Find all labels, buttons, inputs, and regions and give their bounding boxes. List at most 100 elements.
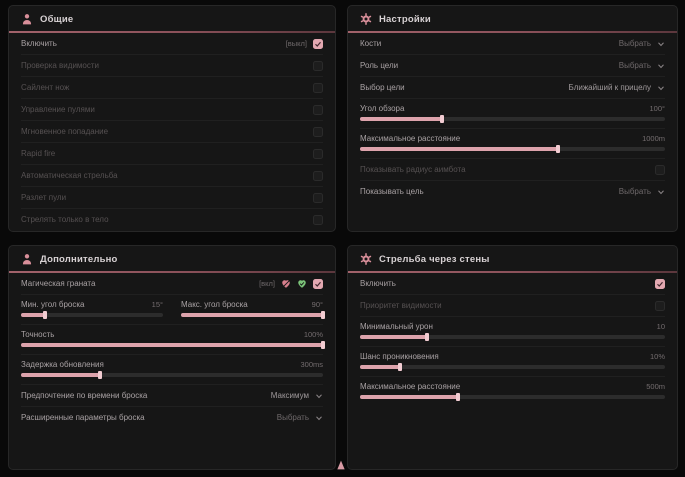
dropdown[interactable]: Выбрать xyxy=(277,413,323,422)
toggle-controls xyxy=(655,164,665,175)
slider-half: Мин. угол броска 15° xyxy=(21,298,163,324)
dropdown[interactable]: Выбрать xyxy=(619,187,665,196)
checkbox[interactable] xyxy=(313,278,323,289)
slider[interactable] xyxy=(360,393,665,401)
slider-labels: Задержка обновления 300ms xyxy=(21,358,323,371)
slider-thumb[interactable] xyxy=(43,311,48,319)
dropdown-value: Выбрать xyxy=(276,413,309,422)
slider-label: Минимальный урон xyxy=(360,322,433,331)
toggle-label: Управление пулями xyxy=(21,105,95,114)
toggle-controls xyxy=(313,82,323,93)
panel-title: Стрельба через стены xyxy=(379,253,490,265)
select-row: Показывать цель Выбрать xyxy=(360,181,665,202)
slider[interactable] xyxy=(21,341,325,349)
slider-value: 100° xyxy=(649,104,665,113)
checkbox[interactable] xyxy=(313,148,323,159)
header-divider xyxy=(348,271,677,273)
slider[interactable] xyxy=(21,371,323,379)
select-label: Роль цели xyxy=(360,61,399,70)
toggle-label: Разлет пули xyxy=(21,193,67,202)
slider-label: Точность xyxy=(21,330,55,339)
toggle-controls xyxy=(313,192,323,203)
rows-container: Включить Приоритет видимости Минимальный у… xyxy=(348,273,677,406)
slider-half: Макс. угол броска 90° xyxy=(181,298,325,324)
chevron-down-icon xyxy=(657,188,665,196)
slider[interactable] xyxy=(181,311,325,319)
arrow-up-icon[interactable] xyxy=(334,458,348,472)
toggle-row: Проверка видимости xyxy=(21,55,323,77)
toggle-row: Автоматическая стрельба xyxy=(21,165,323,187)
slider-thumb[interactable] xyxy=(440,115,445,123)
toggle-row: Управление пулями xyxy=(21,99,323,121)
heart-off-icon xyxy=(281,279,291,289)
slider-labels: Шанс проникновения 10% xyxy=(360,350,665,363)
checkbox[interactable] xyxy=(313,192,323,203)
dropdown[interactable]: Ближайший к прицелу xyxy=(569,83,665,92)
slider-thumb[interactable] xyxy=(321,311,325,319)
chevron-down-icon xyxy=(657,62,665,70)
slider-label: Шанс проникновения xyxy=(360,352,439,361)
chevron-down-icon xyxy=(315,414,323,422)
toggle-state-text: [выкл] xyxy=(285,39,307,48)
dropdown[interactable]: Выбрать xyxy=(619,61,665,70)
dropdown-value: Ближайший к прицелу xyxy=(568,83,651,92)
slider[interactable] xyxy=(21,311,163,319)
person-icon xyxy=(21,253,33,265)
panel-settings: Настройки Кости Выбрать Роль цели Выбрать Вы… xyxy=(347,5,678,232)
checkbox[interactable] xyxy=(655,300,665,311)
select-row: Расширенные параметры броска Выбрать xyxy=(21,407,323,428)
slider-fill xyxy=(360,145,561,153)
toggle-label: Автоматическая стрельба xyxy=(21,171,118,180)
slider-thumb[interactable] xyxy=(556,145,561,153)
slider-thumb[interactable] xyxy=(425,333,430,341)
checkbox[interactable] xyxy=(313,38,323,49)
slider[interactable] xyxy=(360,115,665,123)
toggle-label: Приоритет видимости xyxy=(360,301,442,310)
checkbox[interactable] xyxy=(313,214,323,225)
select-label: Кости xyxy=(360,39,382,48)
checkbox[interactable] xyxy=(313,82,323,93)
slider-thumb[interactable] xyxy=(397,363,402,371)
slider-fill xyxy=(360,393,460,401)
header-divider xyxy=(9,31,335,33)
checkbox[interactable] xyxy=(313,170,323,181)
toggle-label: Стрелять только в тело xyxy=(21,215,109,224)
checkbox[interactable] xyxy=(313,60,323,71)
slider-fill xyxy=(21,371,102,379)
slider-fill xyxy=(21,341,325,349)
toggle-state-text: [вкл] xyxy=(259,279,275,288)
checkbox[interactable] xyxy=(655,278,665,289)
select-label: Предпочтение по времени броска xyxy=(21,391,148,400)
panel-wallbang: Стрельба через стены Включить Приоритет в… xyxy=(347,245,678,470)
dropdown[interactable]: Максимум xyxy=(271,391,323,400)
dropdown-value: Выбрать xyxy=(618,39,651,48)
slider-value: 300ms xyxy=(300,360,323,369)
toggle-label: Магическая граната xyxy=(21,279,96,288)
dropdown[interactable]: Выбрать xyxy=(619,39,665,48)
slider-thumb[interactable] xyxy=(97,371,102,379)
toggle-controls: [выкл] xyxy=(285,38,323,49)
slider-thumb[interactable] xyxy=(321,341,325,349)
slider[interactable] xyxy=(360,363,665,371)
checkbox[interactable] xyxy=(655,164,665,175)
toggle-row: Приоритет видимости xyxy=(360,295,665,317)
slider[interactable] xyxy=(360,333,665,341)
checkbox[interactable] xyxy=(313,104,323,115)
select-label: Расширенные параметры броска xyxy=(21,413,145,422)
slider-row: Максимальное расстояние 500m xyxy=(360,377,665,406)
toggle-label: Включить xyxy=(360,279,396,288)
chevron-down-icon xyxy=(315,392,323,400)
slider[interactable] xyxy=(360,145,665,153)
slider-fill xyxy=(360,333,430,341)
toggle-row: Сайлент нож xyxy=(21,77,323,99)
checkbox[interactable] xyxy=(313,126,323,137)
toggle-row: Разлет пули xyxy=(21,187,323,209)
slider-labels: Мин. угол броска 15° xyxy=(21,298,163,311)
toggle-label: Мгновенное попадание xyxy=(21,127,109,136)
toggle-controls xyxy=(313,126,323,137)
slider-label: Задержка обновления xyxy=(21,360,104,369)
rows-container: Кости Выбрать Роль цели Выбрать Выбор цели Бл… xyxy=(348,33,677,202)
slider-thumb[interactable] xyxy=(455,393,460,401)
chevron-down-icon xyxy=(657,40,665,48)
slider-labels: Максимальное расстояние 500m xyxy=(360,380,665,393)
